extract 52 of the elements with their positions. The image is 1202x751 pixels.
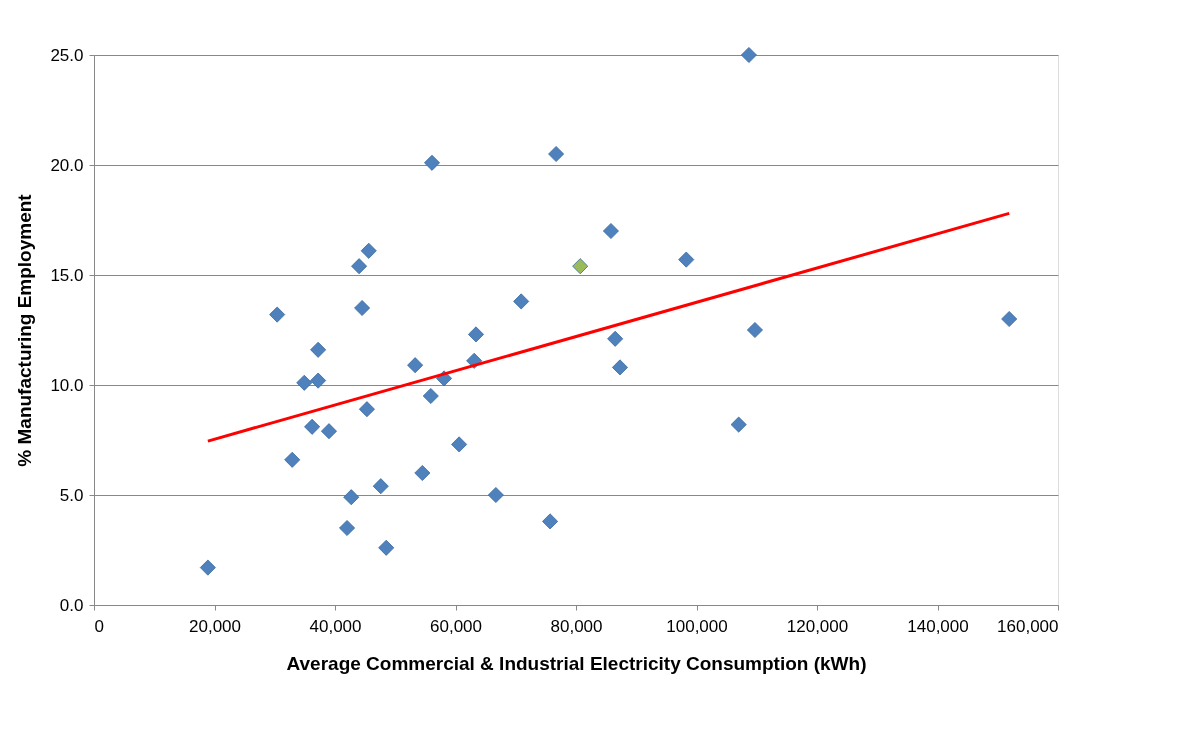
point: [372, 478, 389, 495]
point: [339, 520, 356, 536]
y-tick-label: 15.0: [50, 265, 84, 285]
point: [468, 326, 484, 343]
point: [607, 330, 624, 347]
point: [1001, 311, 1018, 327]
point: [407, 357, 424, 374]
x-tick-label: 100,000: [666, 616, 728, 636]
point: [354, 300, 371, 316]
point: [746, 322, 763, 338]
point: [199, 559, 216, 576]
point: [513, 293, 530, 310]
point: [358, 401, 375, 418]
point: [678, 251, 695, 268]
y-tick-label: 10.0: [50, 375, 84, 395]
y-axis-title: % Manufacturing Employment: [14, 193, 36, 467]
y-tick-label: 0.0: [59, 595, 84, 615]
point: [424, 154, 440, 171]
x-tick-label: 40,000: [309, 616, 362, 636]
point: [310, 372, 327, 389]
y-tick-label: 25.0: [50, 45, 84, 65]
point: [572, 258, 589, 275]
point: [451, 436, 468, 453]
x-tick-label: 140,000: [907, 616, 969, 636]
x-tick-label: 120,000: [786, 616, 849, 636]
point: [740, 47, 757, 63]
point: [414, 465, 431, 481]
x-tick-label: 20,000: [189, 616, 241, 636]
x-tick-label: 60,000: [430, 616, 482, 636]
x-tick-label: 80,000: [550, 616, 603, 636]
point: [360, 242, 377, 259]
point: [730, 416, 747, 433]
y-tick-label: 5.0: [59, 485, 84, 505]
x-axis-title: Average Commercial & Industrial Electricity Consumption (kWh): [286, 652, 867, 674]
point: [320, 423, 337, 440]
point: [542, 513, 559, 530]
point: [612, 359, 628, 376]
point: [296, 374, 313, 391]
point: [548, 146, 565, 162]
x-tick-label: 160,000: [997, 616, 1059, 636]
point: [378, 539, 395, 556]
point: [304, 418, 321, 435]
x-tick-label: 0: [94, 616, 104, 636]
point: [284, 451, 301, 468]
point: [351, 258, 368, 275]
point: [422, 388, 439, 404]
point: [310, 341, 327, 358]
point: [602, 223, 619, 239]
point: [343, 489, 360, 506]
point: [487, 487, 504, 503]
point: [269, 306, 286, 323]
y-tick-label: 20.0: [50, 155, 84, 175]
